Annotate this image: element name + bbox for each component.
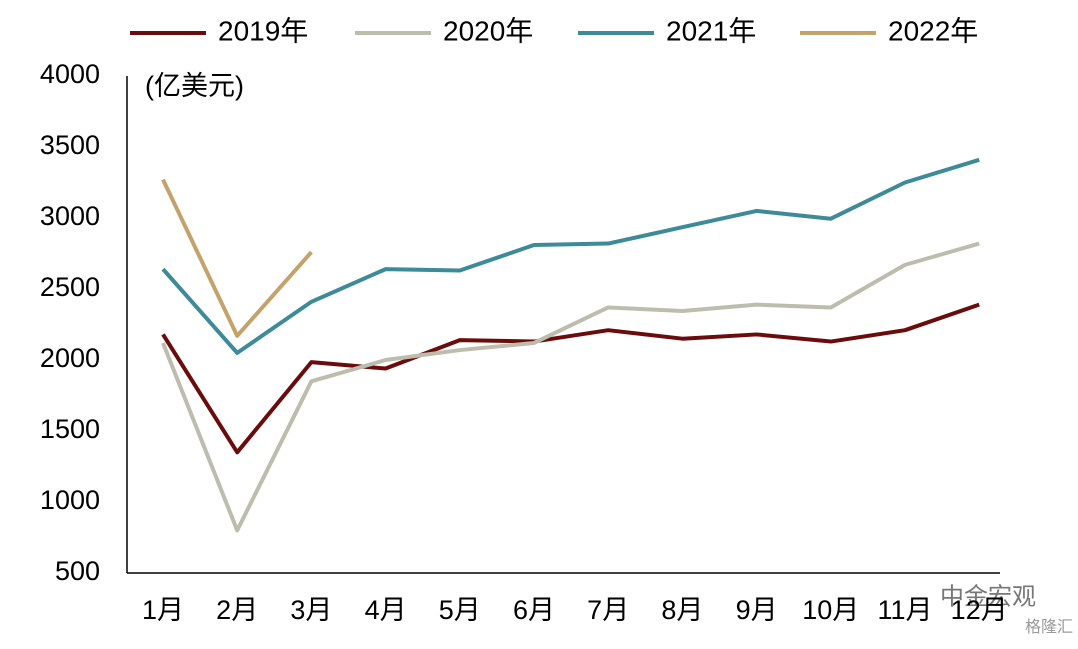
- series-line: [161, 241, 980, 533]
- x-tick-label: 6月: [513, 595, 555, 625]
- legend-label: 2022年: [888, 15, 978, 46]
- x-tick-label: 10月: [802, 595, 859, 625]
- y-unit-label: (亿美元): [145, 71, 244, 101]
- watermark: 格隆汇: [1025, 618, 1073, 636]
- x-tick-label: 3月: [290, 595, 332, 625]
- x-tick-label: 4月: [365, 595, 407, 625]
- watermark: 中金宏观: [940, 583, 1036, 610]
- y-tick-label: 3500: [40, 130, 100, 160]
- x-tick-label: 8月: [661, 595, 703, 625]
- legend-label: 2019年: [218, 15, 308, 46]
- legend-label: 2020年: [443, 15, 533, 46]
- series-line: [161, 178, 313, 338]
- y-tick-label: 2000: [40, 343, 100, 373]
- y-tick-label: 3000: [40, 201, 100, 231]
- y-tick-label: 1500: [40, 414, 100, 444]
- x-tick-label: 9月: [736, 595, 778, 625]
- y-tick-label: 2500: [40, 272, 100, 302]
- x-tick-label: 12月: [951, 595, 1008, 625]
- series-line: [161, 157, 980, 355]
- x-tick-label: 1月: [142, 595, 184, 625]
- x-tick-label: 2月: [216, 595, 258, 625]
- x-tick-label: 11月: [877, 595, 932, 625]
- legend-label: 2021年: [666, 15, 756, 46]
- x-tick-label: 5月: [439, 595, 481, 625]
- x-tick-label: 7月: [587, 595, 629, 625]
- y-tick-label: 4000: [40, 59, 100, 89]
- y-tick-label: 500: [55, 556, 100, 586]
- series-line: [161, 302, 980, 455]
- y-tick-label: 1000: [40, 485, 100, 515]
